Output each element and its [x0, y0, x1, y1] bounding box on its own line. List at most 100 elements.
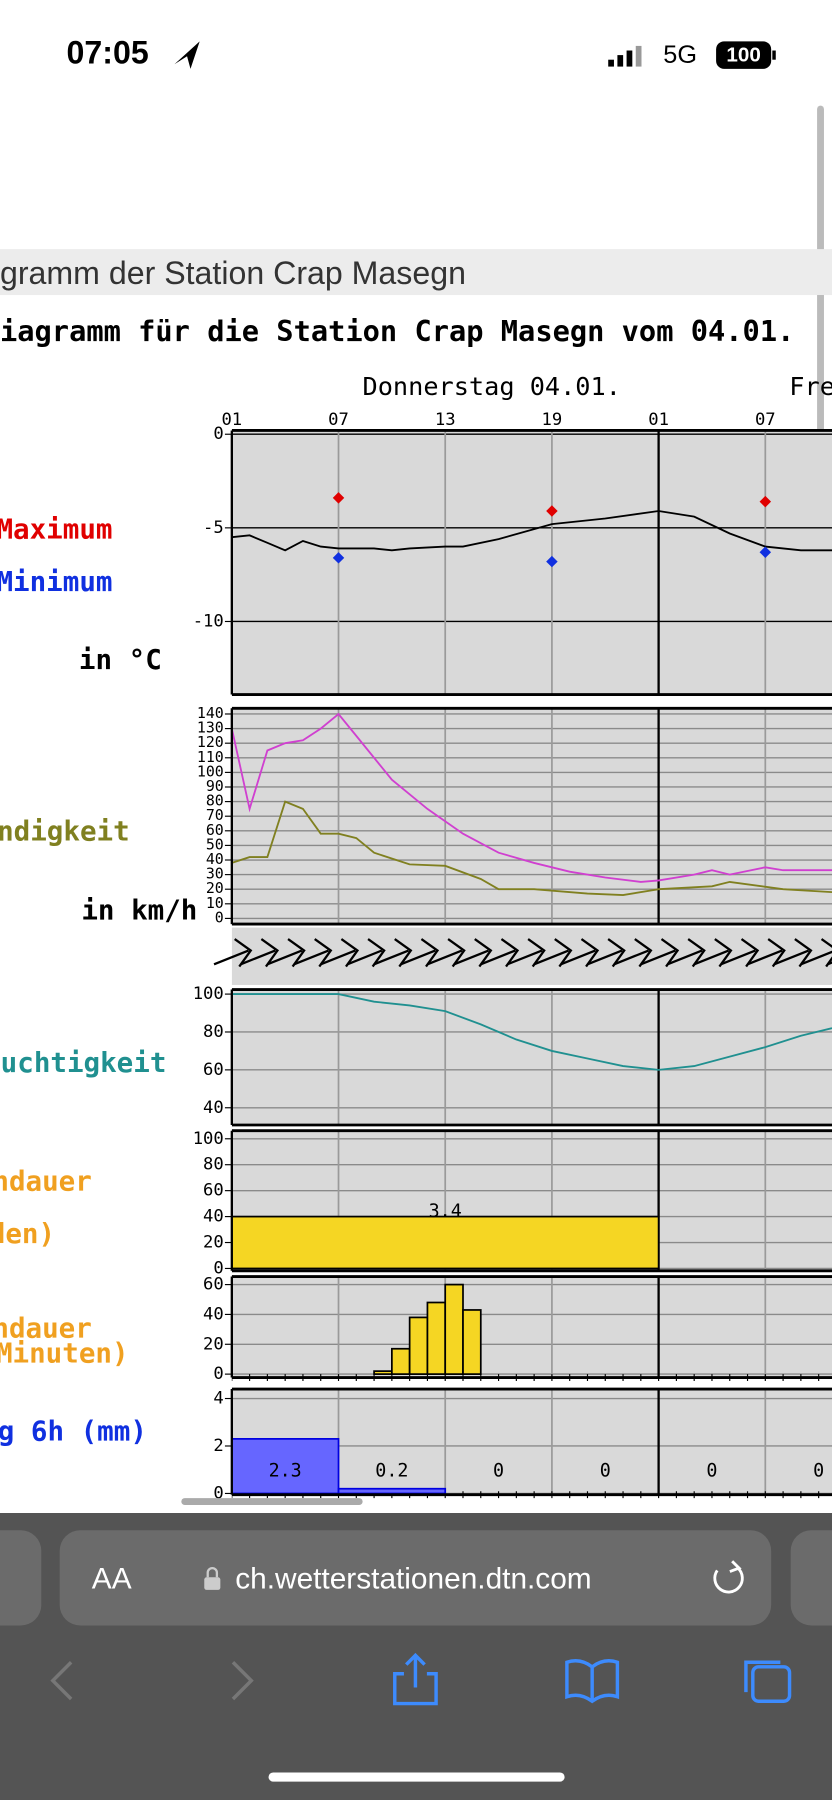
wind-arrow: [400, 938, 440, 968]
next-tab[interactable]: [790, 1530, 832, 1626]
panel-label: in km/h: [81, 894, 197, 926]
data-label: 0: [600, 1461, 611, 1482]
x-tick-label: 01: [648, 410, 669, 430]
bar: [391, 1347, 411, 1375]
x-tick-label: 19: [542, 410, 563, 430]
y-tick-label: 130: [197, 719, 224, 737]
bookmarks-button[interactable]: [565, 1659, 620, 1704]
point: [332, 552, 345, 564]
x-tick-label: 07: [328, 410, 349, 430]
wind-arrow: [507, 938, 546, 968]
y-tick-label: 40: [203, 1098, 224, 1118]
signal-icon: [608, 45, 642, 67]
x-tick-label: 01: [221, 410, 242, 430]
y-tick-label: 10: [206, 894, 224, 912]
y-tick-label: 0: [213, 1483, 223, 1503]
wind-arrow: [720, 938, 760, 968]
wind-arrow: [293, 938, 333, 968]
y-tick-label: 50: [206, 835, 224, 853]
x-tick-label: 07: [755, 410, 776, 430]
panel-label: (in Stunden): [0, 1218, 55, 1250]
address-bar[interactable]: [59, 1530, 772, 1626]
bar: [462, 1309, 482, 1375]
bar: [426, 1301, 447, 1375]
location-icon: [174, 41, 200, 69]
y-tick-label: 80: [203, 1155, 224, 1175]
chart-heading: iagramm für die Station Crap Masegn vom …: [0, 314, 794, 348]
bar: [444, 1283, 464, 1375]
point: [759, 495, 772, 508]
lock-icon: [204, 1567, 221, 1590]
url[interactable]: ch.wetterstationen.dtn.com: [235, 1563, 591, 1596]
bar: [231, 1215, 660, 1270]
y-tick-label: 30: [206, 865, 224, 883]
data-label: 0.2: [375, 1461, 408, 1482]
wind-arrow: [533, 938, 573, 968]
reload-arrow: [729, 1560, 742, 1573]
y-tick-label: 20: [203, 1334, 224, 1354]
wind-arrow: [667, 938, 706, 968]
clock: 07:05: [67, 35, 149, 71]
day-label: Donnerstag 04.01.: [363, 372, 621, 401]
reload-button[interactable]: [713, 1567, 744, 1594]
wind-arrow: [560, 938, 600, 968]
y-tick-label: 20: [203, 1233, 224, 1253]
y-tick-label: 60: [203, 1060, 224, 1080]
y-tick-label: 60: [206, 821, 224, 839]
plot-area: 3.4 2.3 0.2 0 0 0 0: [231, 429, 832, 1499]
bar: [231, 1438, 340, 1495]
forward-button[interactable]: [231, 1661, 254, 1701]
wind-arrow: [800, 938, 832, 968]
data-label: 2.3: [269, 1461, 302, 1482]
wind-arrow: [480, 938, 520, 968]
wind-direction-row: [231, 927, 832, 985]
series-line: [231, 800, 832, 896]
wind-arrow: [587, 938, 626, 968]
series-line: [231, 993, 832, 1071]
wind-arrow: [240, 938, 280, 968]
meteogram: 3.4 2.3 0.2 0 0 0 0 Donnerstag 04.01. Freitag 05…: [0, 372, 832, 1503]
back-button[interactable]: [50, 1661, 73, 1701]
h-scrollbar: [181, 1498, 363, 1505]
bar: [408, 1316, 429, 1375]
panel-label: (in Minuten): [0, 1338, 129, 1370]
wind-arrow: [773, 938, 813, 968]
day-label: Freitag 05.01.: [789, 372, 832, 401]
y-tick-label: 0: [215, 908, 224, 926]
y-tick-label: 0: [213, 1258, 223, 1278]
panel-label: Maximum: [0, 513, 112, 545]
heading-band: [0, 249, 832, 296]
wind-arrow: [346, 938, 386, 968]
battery-tip: [772, 50, 776, 60]
y-tick-label: 110: [197, 748, 224, 766]
wind-arrow: [320, 938, 360, 968]
y-tick-label: 40: [203, 1207, 224, 1227]
wind-arrow: [747, 938, 786, 968]
y-tick-label: 40: [206, 850, 224, 868]
panel-bg: [231, 430, 832, 695]
y-tick-label: 20: [206, 879, 224, 897]
battery: [716, 41, 772, 69]
point: [332, 492, 345, 504]
panel-label: in °C: [79, 644, 162, 676]
wind-arrow: [266, 938, 306, 968]
series-line: [231, 712, 832, 883]
prev-tab[interactable]: [0, 1530, 42, 1626]
share-button[interactable]: [393, 1652, 438, 1706]
panel-bg: [231, 1276, 832, 1378]
y-tick-label: 40: [203, 1304, 224, 1324]
panel-label: Luftfeuchtigkeit: [0, 1047, 166, 1079]
data-label: 0: [706, 1461, 717, 1482]
wind-arrow: [373, 938, 413, 968]
tabs-button[interactable]: [744, 1660, 792, 1703]
text-size-button[interactable]: AA: [92, 1563, 132, 1596]
y-tick-label: 0: [213, 424, 223, 444]
y-tick-label: 70: [206, 806, 224, 824]
y-tick-label: 60: [203, 1181, 224, 1201]
y-tick-label: 80: [206, 792, 224, 810]
y-tick-label: 100: [197, 762, 224, 780]
panel-label: Niederschlag 6h (mm): [0, 1416, 147, 1448]
wind-arrow: [453, 938, 493, 968]
